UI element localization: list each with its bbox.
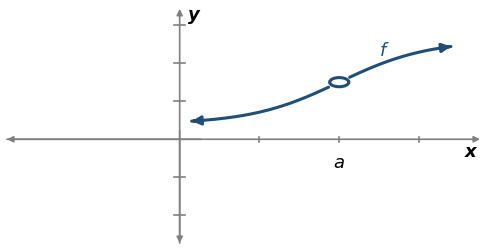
Text: y: y <box>188 6 200 24</box>
Text: f: f <box>380 42 386 60</box>
Text: x: x <box>465 142 477 160</box>
Text: a: a <box>334 153 345 171</box>
Circle shape <box>330 78 349 88</box>
